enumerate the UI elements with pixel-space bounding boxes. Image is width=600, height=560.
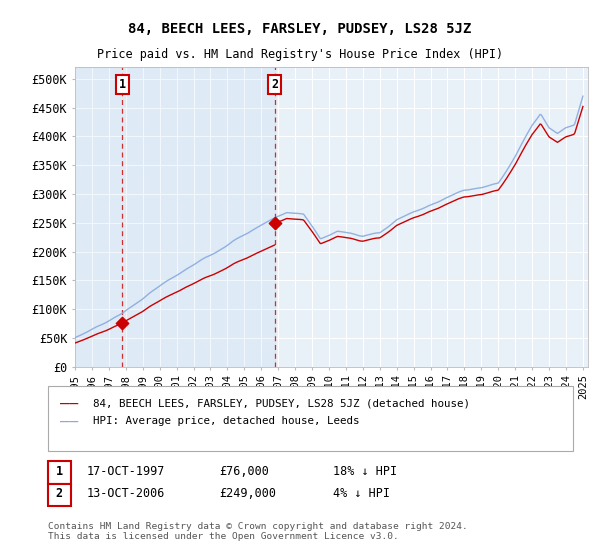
Text: Price paid vs. HM Land Registry's House Price Index (HPI): Price paid vs. HM Land Registry's House …: [97, 48, 503, 60]
Bar: [75, 67, 275, 367]
Text: 1: 1: [119, 78, 126, 91]
Text: 2: 2: [271, 78, 278, 91]
Text: ——: ——: [60, 396, 78, 410]
Text: 4% ↓ HPI: 4% ↓ HPI: [333, 487, 390, 501]
Text: 84, BEECH LEES, FARSLEY, PUDSEY, LS28 5JZ (detached house): 84, BEECH LEES, FARSLEY, PUDSEY, LS28 5J…: [93, 398, 470, 408]
Text: 18% ↓ HPI: 18% ↓ HPI: [333, 465, 397, 478]
Text: £249,000: £249,000: [219, 487, 276, 501]
Text: 13-OCT-2006: 13-OCT-2006: [87, 487, 166, 501]
Text: £76,000: £76,000: [219, 465, 269, 478]
Text: 1: 1: [56, 465, 63, 478]
Point: [118, 319, 127, 328]
Text: Contains HM Land Registry data © Crown copyright and database right 2024.
This d: Contains HM Land Registry data © Crown c…: [48, 522, 468, 542]
Text: 2: 2: [56, 487, 63, 501]
Point: [270, 219, 280, 228]
Text: ——: ——: [60, 414, 78, 428]
Text: 17-OCT-1997: 17-OCT-1997: [87, 465, 166, 478]
Text: 84, BEECH LEES, FARSLEY, PUDSEY, LS28 5JZ: 84, BEECH LEES, FARSLEY, PUDSEY, LS28 5J…: [128, 22, 472, 36]
Text: HPI: Average price, detached house, Leeds: HPI: Average price, detached house, Leed…: [93, 416, 359, 426]
